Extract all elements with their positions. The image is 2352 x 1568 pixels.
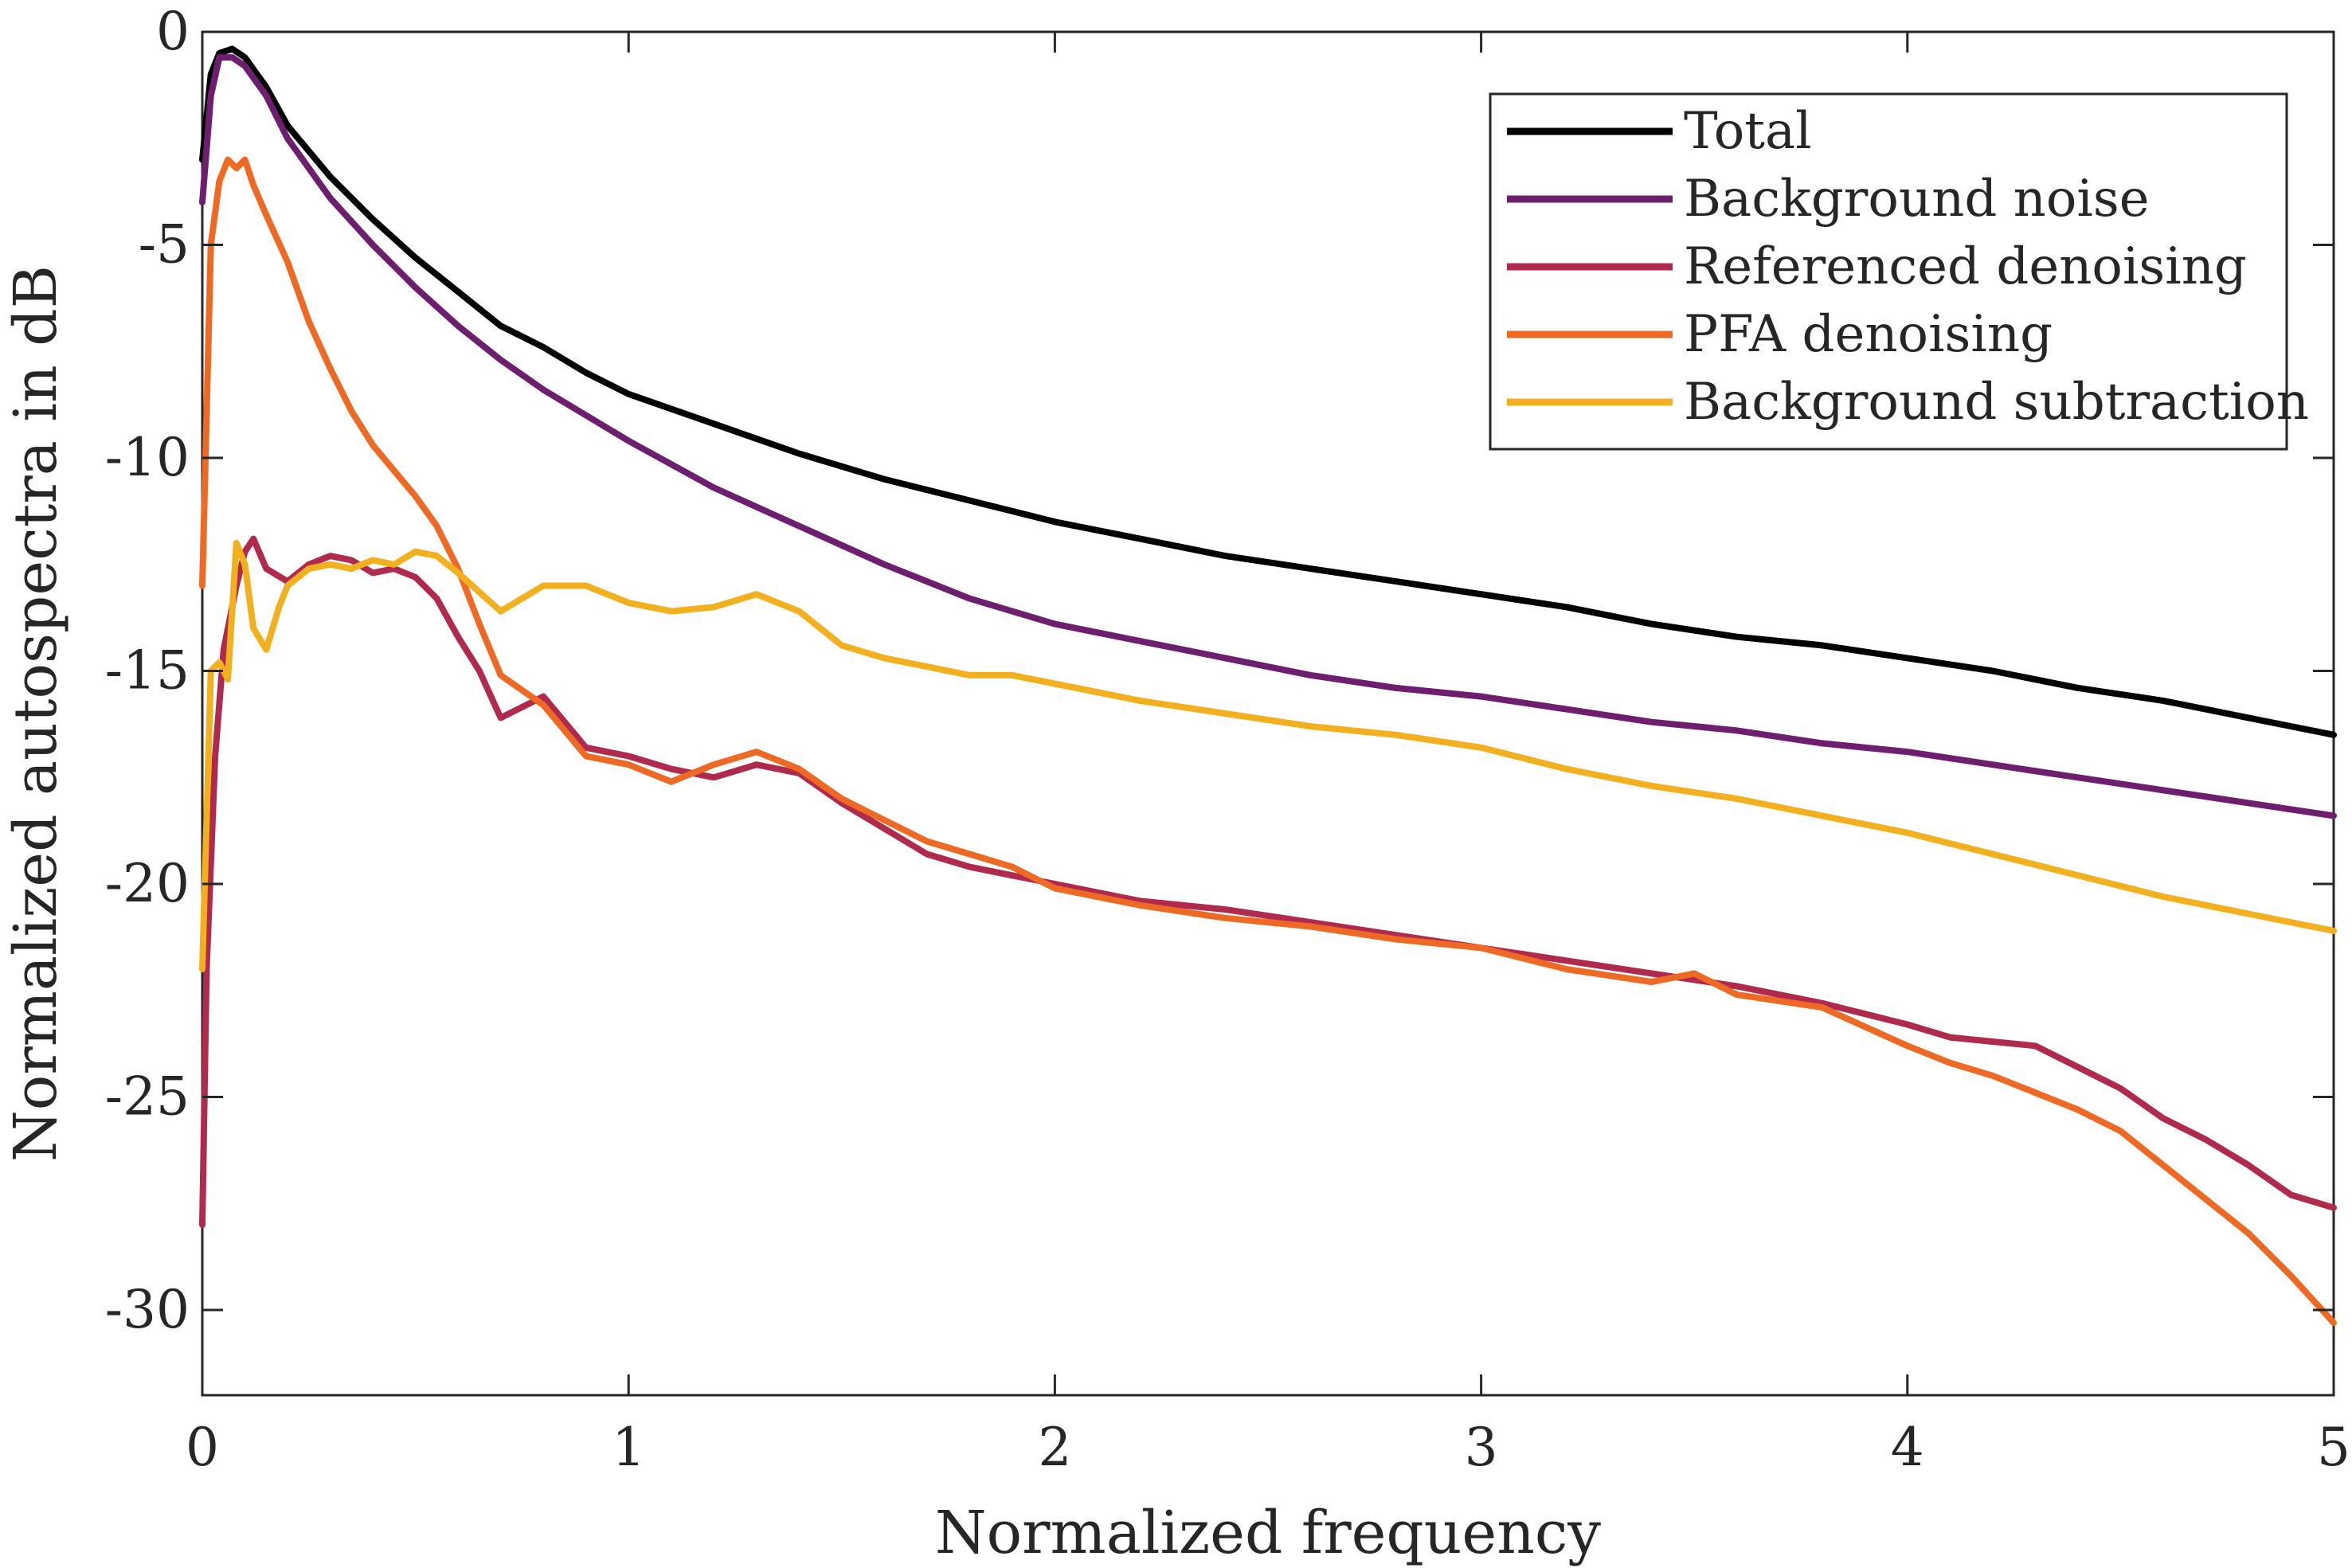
y-tick-label: 0 bbox=[156, 1, 190, 62]
series-line-2 bbox=[199, 535, 2337, 1228]
y-tick-label: -20 bbox=[105, 853, 190, 914]
series-line-3 bbox=[199, 156, 2337, 1326]
y-tick-label: -30 bbox=[105, 1279, 190, 1340]
x-axis-ticks: 0 1 2 3 4 5 bbox=[186, 32, 2350, 1478]
x-axis-label: Normalized frequency bbox=[935, 1499, 1601, 1567]
legend: Total Background noise Referenced denoisin… bbox=[1489, 92, 2309, 451]
x-tick-label: 4 bbox=[1891, 1417, 1924, 1478]
series-line-0 bbox=[199, 45, 2337, 738]
y-tick-label: -10 bbox=[105, 427, 190, 488]
x-tick-label: 3 bbox=[1465, 1417, 1498, 1478]
y-tick-label: -15 bbox=[105, 640, 190, 702]
series-line-1 bbox=[199, 54, 2337, 819]
x-tick-label: 1 bbox=[612, 1417, 645, 1478]
y-axis-ticks: 0 -5 -10 -15 -20 -25 -30 bbox=[105, 1, 2334, 1340]
x-tick-label: 0 bbox=[186, 1417, 219, 1478]
y-axis-label: Normalized autospectra in dB bbox=[2, 265, 70, 1162]
legend-label: Background subtraction bbox=[1684, 373, 2309, 432]
legend-label: Referenced denoising bbox=[1684, 237, 2247, 296]
x-tick-label: 2 bbox=[1038, 1417, 1071, 1478]
legend-label: Background noise bbox=[1684, 170, 2150, 229]
legend-label: PFA denoising bbox=[1684, 305, 2053, 364]
series-lines bbox=[199, 45, 2337, 1326]
legend-box bbox=[1489, 92, 2288, 451]
legend-label: Total bbox=[1684, 102, 1812, 161]
y-tick-label: -5 bbox=[139, 214, 190, 276]
x-tick-label: 5 bbox=[2317, 1417, 2350, 1478]
series-line-4 bbox=[199, 540, 2337, 972]
y-tick-label: -25 bbox=[105, 1066, 190, 1128]
